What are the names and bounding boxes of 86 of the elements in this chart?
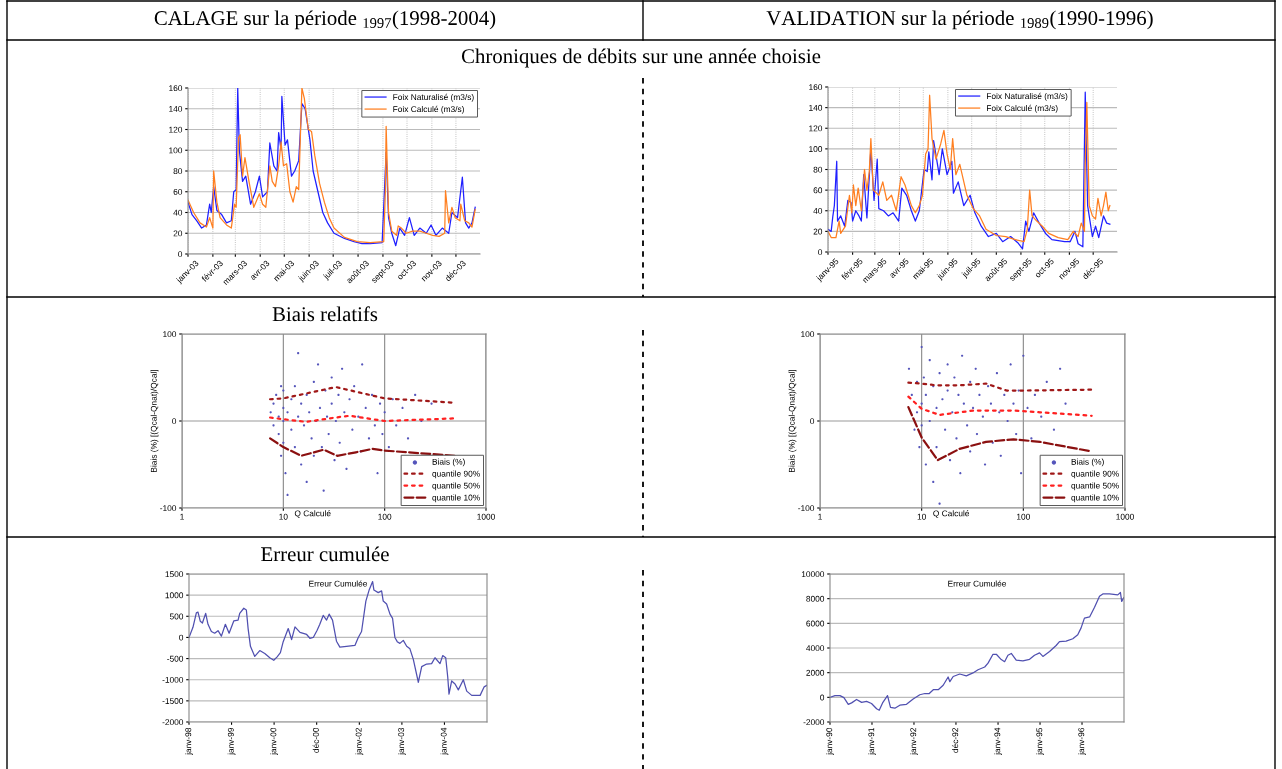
- x-tick-label: déc-92: [951, 727, 959, 753]
- x-tick-label: janv-02: [355, 727, 364, 756]
- legend-label: quantile 50%: [1071, 482, 1119, 491]
- y-tick-label: 80: [813, 166, 823, 173]
- y-tick-label: 120: [169, 126, 183, 133]
- y-tick-label: 0: [820, 694, 825, 701]
- legend-label: Foix Calculé (m3/s): [393, 105, 464, 114]
- x-tick-label: 10: [917, 513, 926, 520]
- annotation: Erreur Cumulée: [309, 580, 368, 587]
- y-tick-label: -1000: [162, 676, 184, 683]
- line-series: [189, 580, 487, 696]
- line-series: [830, 591, 1124, 711]
- y-tick-label: 80: [173, 168, 183, 175]
- legend-label: Foix Naturalisé (m3/s): [987, 92, 1068, 101]
- y-tick-label: 100: [809, 146, 823, 152]
- x-tick-label: 100: [378, 513, 392, 520]
- x-tick-label: 1000: [477, 513, 495, 520]
- y-tick-label: 140: [809, 104, 823, 111]
- y-tick-label: 100: [801, 331, 815, 338]
- chart-subtitle: Biais relatifs: [272, 306, 378, 322]
- x-tick-label: janv-96: [1078, 727, 1086, 756]
- y-tick-label: -500: [167, 655, 184, 662]
- y-tick-label: 60: [813, 187, 823, 194]
- y-tick-label: -100: [160, 505, 177, 512]
- y-tick-label: 0: [178, 251, 183, 258]
- y-tick-label: -2000: [803, 719, 825, 726]
- y-tick-label: 4000: [806, 645, 825, 652]
- y-tick-label: 100: [169, 147, 183, 154]
- y-tick-label: 2000: [806, 669, 825, 676]
- y-tick-label: 40: [813, 207, 823, 214]
- x-tick-label: janv-91: [868, 727, 876, 756]
- x-tick-label: janv-98: [185, 727, 193, 756]
- x-tick-label: déc-00: [312, 727, 319, 753]
- text: Chroniques de débits sur une année choisie: [461, 48, 821, 68]
- y-tick-label: 120: [809, 125, 823, 132]
- y-tick-label: 0: [810, 418, 815, 425]
- y-tick-label: 0: [179, 634, 184, 641]
- y-axis-title: Biais (%) [(Qcal-Qnat)/Qcal]: [788, 369, 797, 472]
- y-tick-label: 500: [169, 613, 184, 620]
- x-tick-label: 100: [1017, 513, 1030, 520]
- x-tick-label: janv-99: [227, 727, 236, 756]
- y-tick-label: -2000: [162, 719, 184, 726]
- x-tick-label: 1: [818, 513, 822, 520]
- y-tick-label: 0: [818, 249, 823, 256]
- x-tick-label: janv-90: [826, 727, 834, 756]
- y-tick-label: 10000: [801, 571, 825, 578]
- y-tick-label: 6000: [806, 620, 825, 627]
- legend-label: quantile 10%: [432, 494, 480, 503]
- legend-label: Biais (%): [1071, 458, 1104, 467]
- y-tick-label: 1000: [165, 592, 184, 599]
- y-tick-label: 0: [172, 418, 177, 425]
- x-tick-label: 10: [279, 513, 288, 520]
- y-tick-label: 8000: [806, 595, 825, 602]
- legend-label: quantile 50%: [432, 482, 480, 491]
- x-tick-label: janv-94: [994, 727, 1002, 756]
- y-tick-label: -1500: [162, 698, 184, 704]
- x-tick-label: janv-95: [1036, 727, 1044, 756]
- x-axis-title: Q Calculé: [933, 510, 970, 518]
- x-tick-label: 1000: [1116, 513, 1134, 520]
- y-tick-label: 160: [809, 84, 823, 91]
- legend-label: quantile 90%: [1071, 470, 1119, 479]
- x-tick-label: 1: [180, 513, 184, 520]
- chart-title: CALAGE sur la période $_{1997}$(1998-2004): [154, 10, 496, 30]
- x-axis-title: Q Calculé: [294, 510, 331, 518]
- chart-title: VALIDATION sur la période $_{1989}$(1990-1996): [766, 10, 1153, 30]
- x-tick-label: janv-92: [910, 727, 918, 756]
- y-axis-title: Biais (%) [(Qcal-Qnat)/Qcal]: [150, 369, 159, 472]
- y-tick-label: 20: [813, 228, 823, 235]
- y-tick-label: 60: [173, 188, 183, 195]
- y-tick-label: 160: [169, 85, 183, 92]
- y-tick-label: 20: [173, 230, 183, 237]
- annotation: Erreur Cumulée: [948, 580, 1007, 587]
- x-tick-label: janv-00: [270, 727, 278, 756]
- y-tick-label: 1500: [165, 571, 184, 578]
- legend-label: quantile 90%: [432, 470, 480, 479]
- y-tick-label: 100: [163, 331, 177, 338]
- legend-label: Biais (%): [432, 458, 465, 467]
- x-tick-label: janv-04: [440, 727, 449, 756]
- y-tick-label: 40: [173, 209, 183, 216]
- chart-subtitle: Erreur cumulée: [261, 546, 389, 562]
- y-tick-label: -100: [798, 505, 815, 512]
- legend-label: quantile 10%: [1071, 494, 1119, 503]
- x-tick-label: janv-03: [398, 727, 406, 756]
- legend-label: Foix Naturalisé (m3/s): [393, 93, 474, 102]
- legend-label: Foix Calculé (m3/s): [987, 104, 1058, 113]
- y-tick-label: 140: [169, 105, 183, 112]
